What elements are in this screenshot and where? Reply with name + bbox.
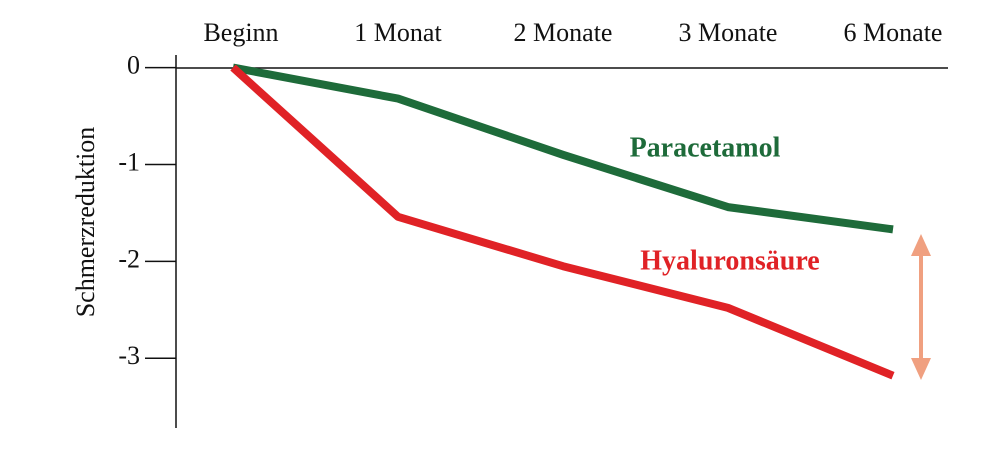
y-tick-label: -3	[118, 341, 140, 370]
data-line	[230, 64, 895, 380]
series-label: Paracetamol	[630, 132, 781, 163]
x-tick-label: 2 Monate	[514, 18, 613, 47]
x-tick-label: 1 Monat	[354, 18, 442, 47]
y-axis-label: Schmerzreduktion	[71, 127, 100, 318]
x-tick-label: Beginn	[203, 18, 278, 47]
x-tick-label: 3 Monate	[679, 18, 778, 47]
x-tick-label: 6 Monate	[844, 18, 943, 47]
y-tick-label: -1	[118, 147, 140, 176]
data-line	[232, 63, 894, 234]
y-tick-label: 0	[127, 51, 140, 80]
y-tick-label: -2	[118, 244, 140, 273]
series-label: Hyaluronsäure	[640, 245, 819, 276]
difference-arrow	[911, 234, 931, 380]
